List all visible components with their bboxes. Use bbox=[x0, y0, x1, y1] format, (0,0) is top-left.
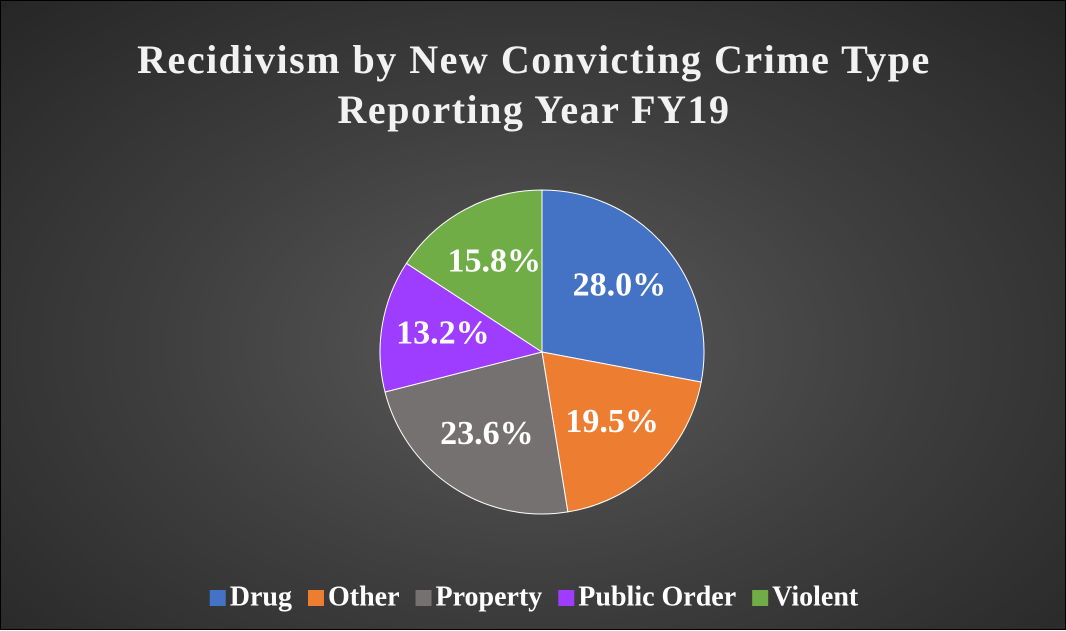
legend-label: Other bbox=[328, 581, 400, 612]
legend-label: Drug bbox=[230, 581, 292, 612]
legend-swatch bbox=[415, 590, 432, 606]
data-label: 19.5% bbox=[565, 403, 659, 440]
legend-label: Violent bbox=[772, 581, 859, 612]
legend-swatch bbox=[752, 590, 769, 606]
legend-label: Public Order bbox=[578, 581, 736, 612]
pie-slice bbox=[384, 351, 569, 515]
data-label: 15.8% bbox=[447, 242, 541, 279]
data-label: 13.2% bbox=[396, 314, 490, 351]
legend-swatch bbox=[558, 590, 575, 606]
legend-label: Property bbox=[436, 581, 543, 612]
pie-slice bbox=[405, 189, 543, 353]
pie-slice bbox=[541, 189, 705, 383]
legend-swatch bbox=[307, 590, 324, 606]
pie-slice bbox=[379, 262, 544, 393]
chart-title: Recidivism by New Convicting Crime Type … bbox=[137, 37, 931, 132]
data-label: 28.0% bbox=[573, 267, 667, 304]
legend-swatch bbox=[209, 590, 226, 606]
data-label: 23.6% bbox=[440, 415, 534, 452]
pie-slice bbox=[541, 351, 702, 513]
